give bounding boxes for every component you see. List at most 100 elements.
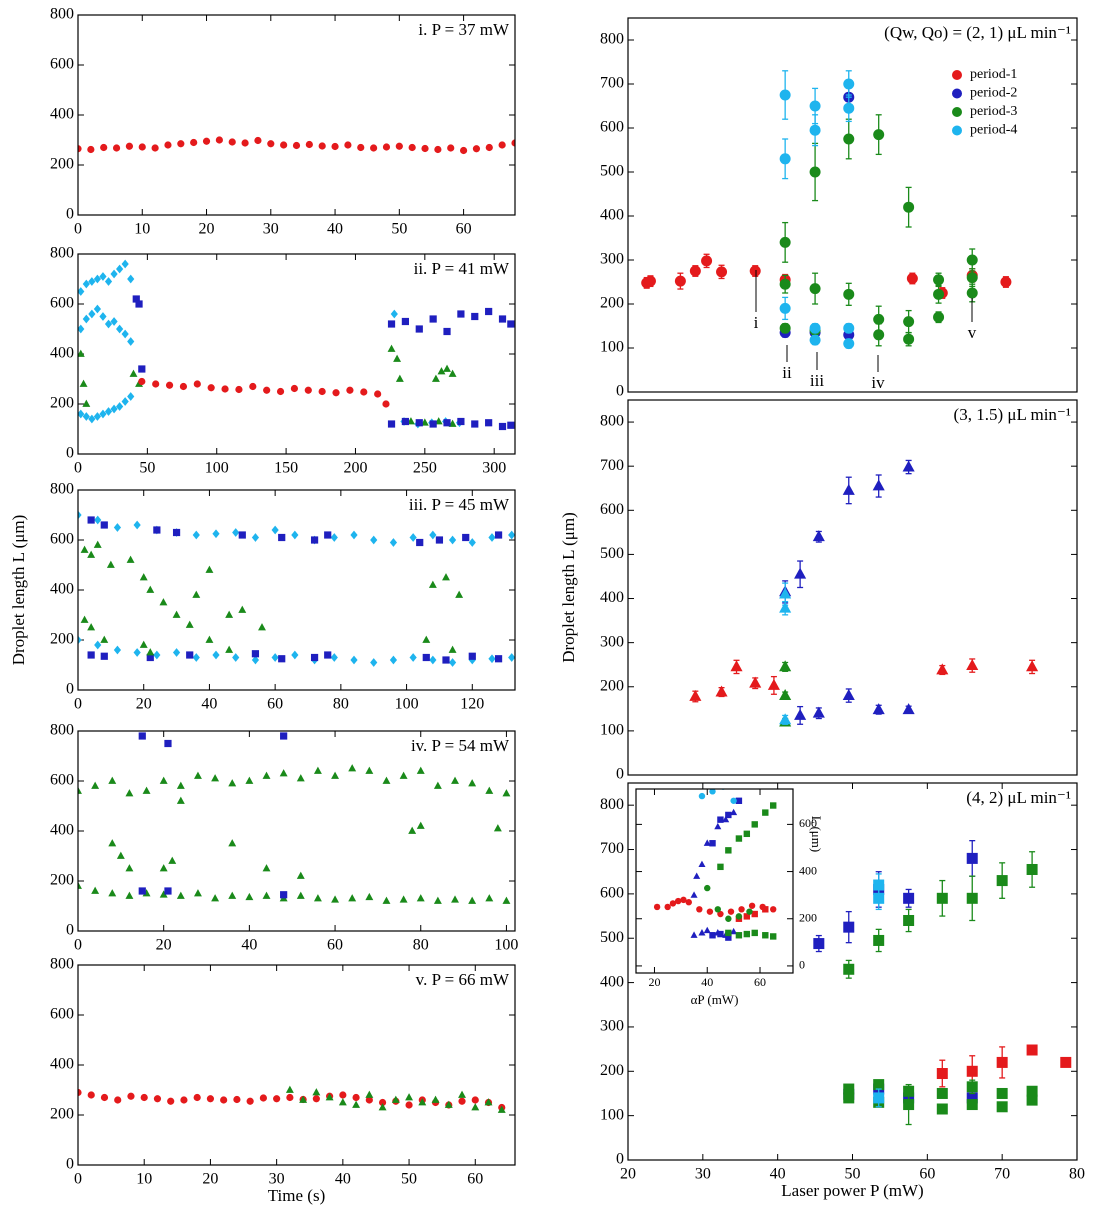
- data-point: [873, 879, 885, 891]
- data-point: [399, 895, 408, 903]
- data-point: [262, 771, 271, 779]
- y-tick-label: 400: [50, 345, 74, 362]
- x-tick-label: 40: [335, 1171, 351, 1188]
- data-point: [468, 655, 476, 665]
- data-point: [709, 789, 716, 795]
- data-point: [100, 521, 108, 529]
- data-point: [305, 140, 313, 149]
- data-point: [458, 1090, 466, 1098]
- data-point: [233, 1095, 241, 1104]
- data-point: [100, 652, 108, 660]
- data-point: [254, 136, 262, 145]
- y-tick-label: 800: [600, 796, 624, 813]
- data-point: [110, 317, 118, 326]
- y-tick-label: 200: [50, 156, 74, 173]
- data-point: [312, 1088, 321, 1096]
- data-point: [332, 389, 340, 397]
- data-point: [843, 338, 855, 350]
- x-tick-label: 40: [770, 1166, 786, 1183]
- data-point: [471, 1096, 479, 1104]
- plot-area: [813, 840, 1072, 1126]
- data-point: [78, 510, 82, 520]
- data-point: [91, 886, 100, 894]
- data-point: [488, 533, 496, 542]
- data-point: [794, 567, 807, 579]
- data-point: [271, 653, 279, 662]
- y-tick-label: 200: [600, 295, 624, 312]
- data-point: [313, 766, 322, 774]
- data-point: [153, 526, 161, 534]
- data-point: [448, 535, 457, 545]
- data-point: [139, 573, 148, 581]
- data-point: [78, 287, 85, 296]
- data-point: [751, 821, 758, 828]
- data-point: [338, 1098, 347, 1106]
- data-point: [370, 658, 378, 667]
- data-point: [330, 653, 338, 662]
- data-point: [365, 1096, 373, 1104]
- data-point: [110, 404, 118, 414]
- data-point: [494, 531, 503, 539]
- data-point: [735, 835, 743, 842]
- y-tick-label: 0: [66, 445, 74, 462]
- data-point: [176, 781, 185, 789]
- panel-annotation: i. P = 37 mW: [418, 20, 510, 39]
- data-point: [172, 610, 181, 618]
- data-point: [225, 645, 234, 653]
- plot-frame: [77, 489, 516, 691]
- data-point: [251, 533, 260, 542]
- x-tick-label: 50: [391, 221, 407, 238]
- y-tick-label: 200: [50, 395, 74, 412]
- data-point: [779, 688, 792, 700]
- data-point: [138, 887, 146, 895]
- data-point: [87, 145, 95, 154]
- x-tick-label: 70: [994, 1166, 1010, 1183]
- annotation-label: iv: [871, 373, 885, 392]
- y-tick-label: 400: [600, 589, 624, 606]
- data-point: [415, 325, 423, 333]
- x-tick-label: 100: [205, 460, 229, 477]
- y-tick-label: 400: [50, 1056, 74, 1073]
- data-point: [966, 1065, 978, 1077]
- data-point: [78, 1088, 82, 1097]
- data-point: [507, 421, 515, 429]
- x-tick-label: 60: [919, 1166, 935, 1183]
- data-point: [121, 259, 129, 269]
- data-point: [312, 1095, 320, 1103]
- data-point: [153, 1095, 162, 1103]
- data-point: [762, 932, 769, 939]
- y-axis-label: L (μm): [809, 816, 824, 852]
- data-point: [498, 315, 507, 323]
- data-point: [873, 1079, 885, 1091]
- data-point: [138, 365, 146, 373]
- data-point: [365, 766, 374, 774]
- y-tick-label: 200: [50, 631, 74, 648]
- data-point: [82, 412, 90, 421]
- data-point: [220, 1096, 228, 1104]
- data-point: [809, 100, 821, 112]
- data-point: [318, 387, 326, 396]
- data-point: [370, 535, 378, 545]
- data-point: [873, 892, 885, 904]
- data-point: [966, 1081, 978, 1093]
- data-point: [717, 863, 724, 871]
- data-point: [408, 143, 416, 152]
- data-point: [82, 399, 91, 407]
- data-point: [193, 1093, 201, 1102]
- data-point: [443, 327, 451, 336]
- data-point: [462, 533, 470, 542]
- data-point: [966, 1092, 978, 1104]
- data-point: [88, 414, 96, 424]
- data-point: [843, 78, 855, 90]
- data-point: [387, 320, 396, 328]
- data-point: [843, 963, 855, 975]
- data-point: [429, 420, 437, 428]
- data-point: [451, 895, 459, 903]
- legend-label: period-2: [970, 86, 1017, 101]
- data-point: [164, 887, 172, 895]
- y-tick-label: 800: [50, 481, 74, 498]
- x-tick-label: 150: [274, 460, 298, 477]
- x-tick-label: 40: [327, 221, 343, 238]
- data-point: [485, 894, 494, 902]
- x-tick-label: 40: [241, 937, 257, 954]
